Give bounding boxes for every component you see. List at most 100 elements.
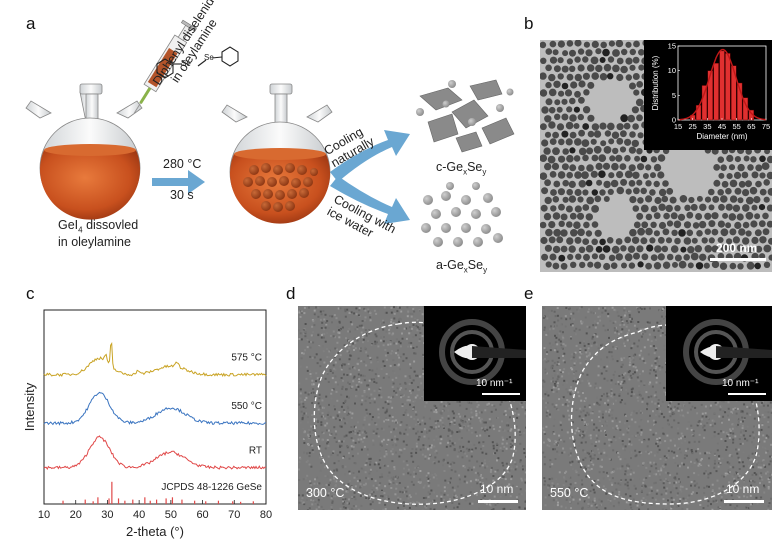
nanoparticle [720,228,729,237]
nanoparticle [562,196,569,203]
nanoparticle [746,245,754,253]
nanoparticle [611,245,620,254]
nanoparticle [759,188,767,196]
xrd-series-line [43,391,267,426]
nanoparticle [657,253,665,261]
nanoparticle [574,56,581,63]
nanoparticle [745,230,752,237]
nanoparticle [561,163,569,171]
nanoparticle [670,245,679,253]
nanoparticle [598,170,606,178]
nanoparticle [544,162,552,171]
x-tick-label: 75 [762,122,770,131]
nanoparticle [624,138,632,146]
nanoparticle [585,179,593,187]
nanoparticle [621,48,628,56]
nanoparticle [566,58,573,65]
nanoparticle [549,56,558,64]
panel-label-b: b [524,14,534,33]
nanoparticle [767,188,772,196]
x-tick-label: 55 [732,122,740,131]
nanoparticle [545,48,553,55]
nanoparticle [628,146,636,154]
nanoparticle [734,221,742,229]
scale-bar [710,258,766,261]
nanoparticle [640,204,649,213]
nanoparticle [637,261,644,268]
nanoparticle [625,57,633,65]
nanoparticle [591,154,599,162]
nanoparticle [747,164,754,171]
nanoparticle [585,230,593,237]
nanoparticle [637,132,644,139]
nanoparticle [637,227,645,236]
nanoparticle [582,154,589,162]
nanoparticle [616,123,624,131]
nanoparticle [625,188,632,195]
nanoparticle [759,236,767,244]
nanoparticle [574,90,581,98]
x-axis-label: Diameter (nm) [696,132,747,141]
nanoparticle [717,220,725,228]
nanoparticle [540,154,548,162]
nanoparticle [548,73,556,82]
nanoparticle [550,189,557,196]
nanoparticle [554,113,561,121]
nanoparticle [583,253,590,261]
nanoparticle [678,229,686,237]
nanoparticle [725,222,732,229]
nanoparticle [649,189,656,196]
nanoparticle [704,196,712,203]
nanoparticle [703,262,710,269]
scale-bar-label: 10 nm [480,482,514,496]
nanoparticle [632,205,640,212]
nanoparticle [582,106,591,114]
nanoparticle [573,106,580,113]
nanoparticle [586,196,595,205]
xrd-series-line [43,342,267,377]
nanoparticle [548,221,556,229]
nanoparticle [640,237,648,245]
nanoparticle [595,48,602,55]
nanoparticle [658,203,666,211]
nanoparticle [766,171,772,180]
flask-nanoparticles [221,83,333,224]
nanoparticle [751,171,759,179]
nanoparticle [636,245,644,253]
nanoparticle [742,221,750,229]
nanoparticle [708,237,715,244]
nanoparticle [607,73,614,80]
nanoparticle [725,187,732,195]
nanoparticle [574,236,582,244]
nanoparticle [628,180,636,187]
nanoparticle [567,253,574,261]
nanoparticle [737,263,744,270]
y-tick-label: 0 [672,116,676,125]
nanoparticle [587,114,595,122]
scale-bar-label: 200 nm [716,241,758,255]
nanoparticle [669,196,677,204]
gaussian-fit-line [677,48,767,121]
nanoparticle [587,261,594,268]
nanoparticle [663,212,670,220]
nanoparticle [734,187,742,195]
nanoparticle [566,237,574,245]
nanoparticle [595,246,603,253]
nanoparticle [557,73,564,80]
nanoparticle [629,48,636,56]
nanoparticle [641,221,649,229]
nanoparticle [566,221,573,228]
histogram-bar [713,63,719,121]
nanoparticle [729,228,737,236]
nanoparticle [616,137,624,145]
nanoparticle [633,221,641,229]
nanoparticle [763,179,770,186]
nanoparticle [586,147,594,155]
nanoparticle [637,197,644,204]
panel-label-c: c [26,284,35,303]
nanoparticle [585,49,593,57]
nanoparticle [640,155,648,163]
nanoparticle [544,179,551,187]
nanoparticle [545,228,553,237]
nanoparticle [566,188,573,196]
